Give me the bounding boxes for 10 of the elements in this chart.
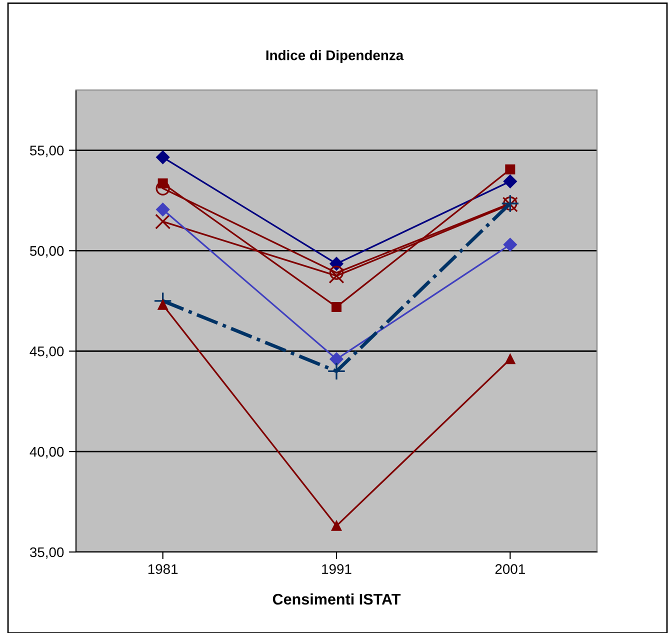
chart-title: Indice di Dipendenza [266,50,404,63]
x-tick-label: 2001 [495,564,525,574]
y-tick-label: 55,00 [30,146,64,158]
y-tick-label: 35,00 [30,547,64,559]
y-tick-label: 45,00 [30,346,64,358]
x-axis-title: Censimenti ISTAT [272,593,401,605]
x-tick-label: 1991 [322,564,352,574]
x-tick-label: 1981 [148,564,178,574]
y-tick-label: 50,00 [30,246,64,258]
y-tick-label: 40,00 [30,446,64,458]
